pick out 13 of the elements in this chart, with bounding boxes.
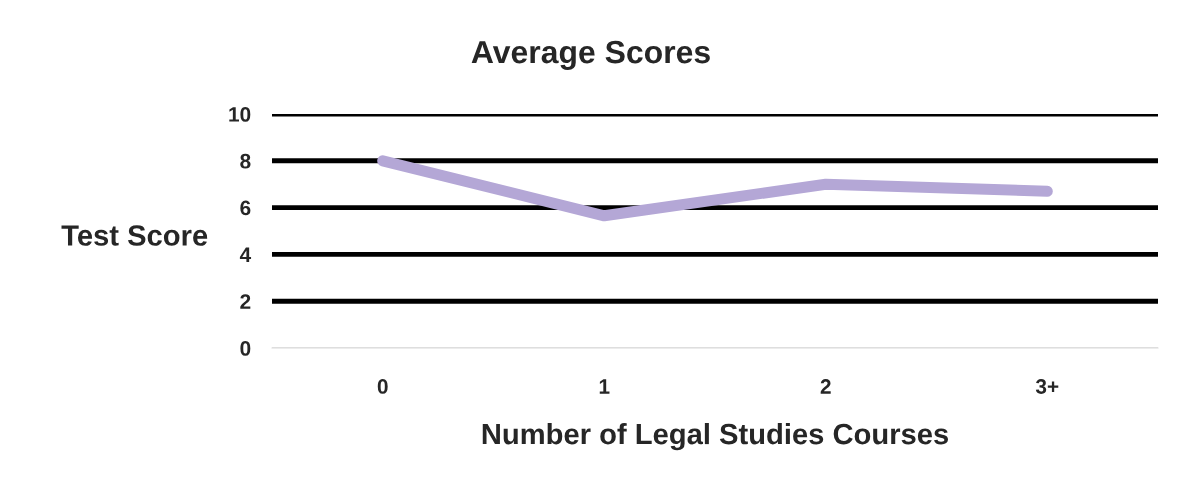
chart-title: Average Scores	[471, 40, 710, 70]
y-tick-label: 10	[229, 107, 251, 122]
y-tick-label: 8	[240, 153, 251, 169]
x-tick-label: 0	[377, 379, 388, 394]
y-tick-label: 0	[240, 341, 251, 356]
y-axis-title: Test Score	[61, 225, 208, 246]
y-tick-label: 2	[240, 294, 251, 309]
x-tick-label: 2	[820, 379, 831, 394]
x-tick-label: 3+	[1035, 379, 1059, 394]
x-axis-title: Number of Legal Studies Courses	[482, 422, 949, 451]
y-tick-label: 6	[240, 200, 251, 216]
x-tick-label: 1	[599, 379, 610, 394]
y-tick-label: 4	[239, 247, 252, 262]
